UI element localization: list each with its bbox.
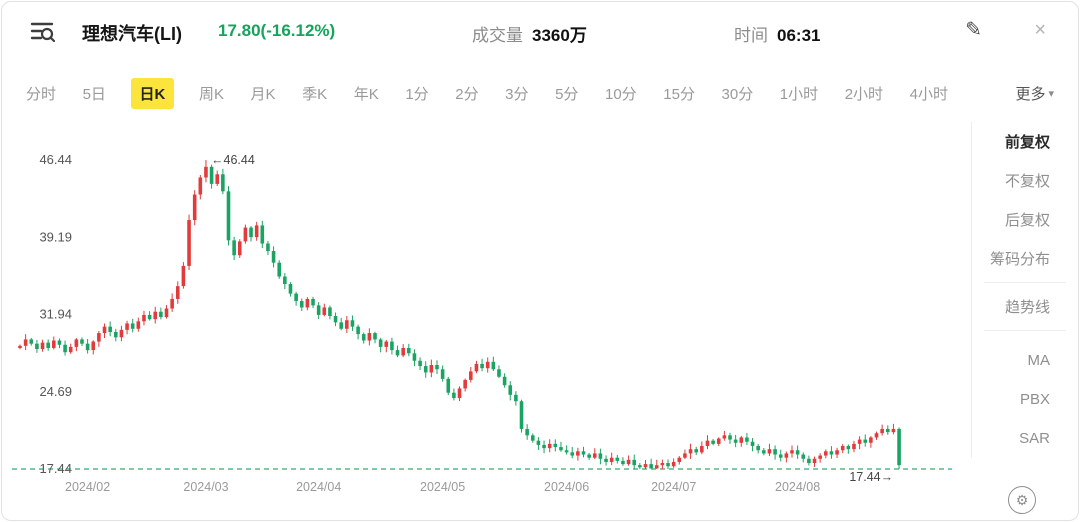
tab-4小时[interactable]: 4小时: [909, 85, 948, 103]
trough-annotation: 17.44→: [849, 470, 893, 484]
y-axis-label: 46.44: [39, 152, 72, 167]
sidebar-item-SAR[interactable]: SAR: [1019, 430, 1050, 447]
volume-label: 成交量: [472, 26, 523, 45]
x-axis-label: 2024/08: [775, 480, 820, 494]
chevron-down-icon: ▾: [1048, 87, 1054, 100]
tab-3分[interactable]: 3分: [505, 85, 529, 103]
stock-price-change: 17.80(-16.12%): [218, 21, 336, 40]
sidebar-item-筹码分布[interactable]: 筹码分布: [989, 251, 1050, 268]
x-axis-label: 2024/02: [65, 480, 110, 494]
x-axis-label: 2024/03: [183, 480, 228, 494]
sidebar-item-PBX[interactable]: PBX: [1019, 391, 1050, 408]
time-label: 时间: [734, 26, 768, 45]
period-tabs: 分时 5日 日K 周K 月K 季K 年K 1分 2分 3分 5分 10分 15分 30分 1小时 2小时 4小时: [24, 76, 950, 110]
tab-日K[interactable]: 日K: [130, 77, 175, 109]
x-axis-label: 2024/06: [544, 480, 589, 494]
adjust-group: 前复权不复权后复权筹码分布: [972, 122, 1066, 278]
time-value: 06:31: [777, 26, 821, 45]
candlestick-chart[interactable]: 46.44 39.19 31.94 24.69 17.44 2024/02 2024/03 2…: [12, 120, 964, 512]
tab-5日[interactable]: 5日: [82, 85, 106, 103]
tab-2小时[interactable]: 2小时: [844, 85, 884, 103]
tab-15分[interactable]: 15分: [663, 85, 695, 103]
tab-年K[interactable]: 年K: [353, 85, 379, 103]
tools-group: 趋势线: [972, 287, 1066, 326]
tab-5分[interactable]: 5分: [555, 85, 579, 103]
y-axis-label: 17.44: [39, 461, 72, 476]
x-axis-label: 2024/07: [651, 480, 696, 494]
sidebar-item-后复权[interactable]: 后复权: [1004, 212, 1050, 229]
time-group: 时间 06:31: [734, 21, 820, 46]
tab-季K[interactable]: 季K: [302, 85, 328, 103]
y-axis-label: 39.19: [39, 229, 72, 244]
more-label: 更多: [1015, 85, 1046, 103]
sidebar-item-趋势线[interactable]: 趋势线: [1004, 299, 1050, 316]
candle-series: [18, 160, 901, 469]
tab-1小时[interactable]: 1小时: [779, 85, 819, 103]
more-button[interactable]: 更多 ▾: [1015, 76, 1054, 110]
tab-周K[interactable]: 周K: [198, 85, 224, 103]
volume-value: 3360万: [532, 26, 587, 45]
volume-group: 成交量 3360万: [472, 21, 587, 46]
watchlist-search-icon[interactable]: [28, 17, 56, 45]
sidebar-divider: [984, 330, 1066, 331]
y-axis-label: 31.94: [39, 307, 72, 322]
close-icon[interactable]: ×: [1034, 19, 1046, 41]
sidebar-divider: [984, 282, 1066, 283]
chart-sidebar: 前复权不复权后复权筹码分布 趋势线 MA PBX SAR: [971, 122, 1066, 458]
stock-title: 理想汽车(LI): [82, 24, 182, 44]
sidebar-item-MA[interactable]: MA: [1027, 352, 1051, 369]
tab-30分[interactable]: 30分: [721, 85, 754, 103]
x-axis-label: 2024/05: [420, 480, 465, 494]
tab-10分[interactable]: 10分: [605, 85, 637, 103]
sidebar-item-前复权[interactable]: 前复权: [1004, 134, 1050, 151]
sidebar-item-不复权[interactable]: 不复权: [1004, 173, 1050, 190]
edit-pencil-icon[interactable]: ✎: [965, 19, 982, 41]
tab-2分[interactable]: 2分: [455, 85, 479, 103]
tab-分时[interactable]: 分时: [26, 85, 57, 103]
x-axis-label: 2024/04: [296, 480, 341, 494]
indicators-group: MA PBX SAR: [972, 341, 1066, 458]
peak-annotation: ←46.44: [211, 153, 255, 167]
y-axis-label: 24.69: [39, 384, 72, 399]
settings-gear-icon[interactable]: ⚙: [1008, 486, 1036, 514]
tab-1分[interactable]: 1分: [405, 85, 429, 103]
tab-月K[interactable]: 月K: [250, 85, 276, 103]
